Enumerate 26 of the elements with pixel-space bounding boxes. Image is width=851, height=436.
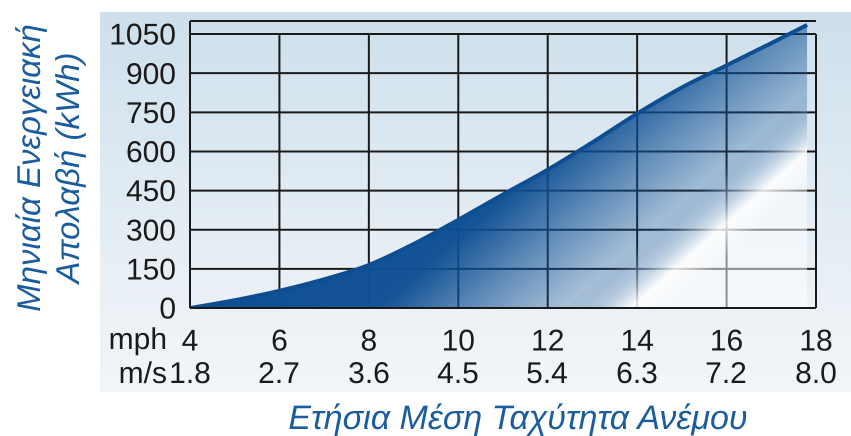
x-tick-label: 8 xyxy=(360,324,378,358)
x-tick-label: 18 xyxy=(799,324,833,358)
x2-tick-label: 4.5 xyxy=(437,356,479,390)
y-tick-label: 600 xyxy=(126,136,176,170)
x2-tick-label: 3.6 xyxy=(348,356,390,390)
x-axis-title: Ετήσια Μέση Ταχύτητα Ανέμου xyxy=(288,399,748,436)
y-axis-title: Μηνιαία Ενεργειακή Απολαβή (kWh) xyxy=(10,24,86,312)
text: m/s xyxy=(118,356,167,390)
x-tick-label: 10 xyxy=(442,324,475,358)
x2-tick-label: 2.7 xyxy=(258,356,300,390)
x2-tick-label: 7.2 xyxy=(705,356,747,390)
x2-tick-label: 8.0 xyxy=(795,356,837,390)
x-tick-label: 14 xyxy=(620,324,654,358)
y-tick-label: 900 xyxy=(126,58,176,91)
x-tick-label: 12 xyxy=(531,324,564,358)
y-tick-label: 300 xyxy=(126,214,176,248)
x-tick-label: 6 xyxy=(271,324,288,358)
x-tick-label: 4 xyxy=(182,324,198,358)
x-tick-label: 16 xyxy=(710,324,744,358)
y-tick-label: 450 xyxy=(126,175,176,208)
y-tick-label: 750 xyxy=(126,96,176,130)
x2-tick-label: 1.8 xyxy=(169,356,211,390)
y-tick-label: 150 xyxy=(126,254,176,287)
y-tick-label: 1050 xyxy=(109,18,176,52)
x2-tick-label: 5.4 xyxy=(526,356,568,390)
x2-tick-label: 6.3 xyxy=(616,356,658,390)
